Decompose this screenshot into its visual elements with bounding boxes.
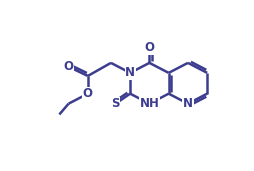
Text: O: O xyxy=(83,87,93,100)
Text: N: N xyxy=(125,66,135,79)
Text: N: N xyxy=(183,97,193,110)
Text: O: O xyxy=(145,41,154,54)
Text: NH: NH xyxy=(139,97,159,110)
Text: S: S xyxy=(111,97,120,110)
Text: O: O xyxy=(64,60,74,73)
